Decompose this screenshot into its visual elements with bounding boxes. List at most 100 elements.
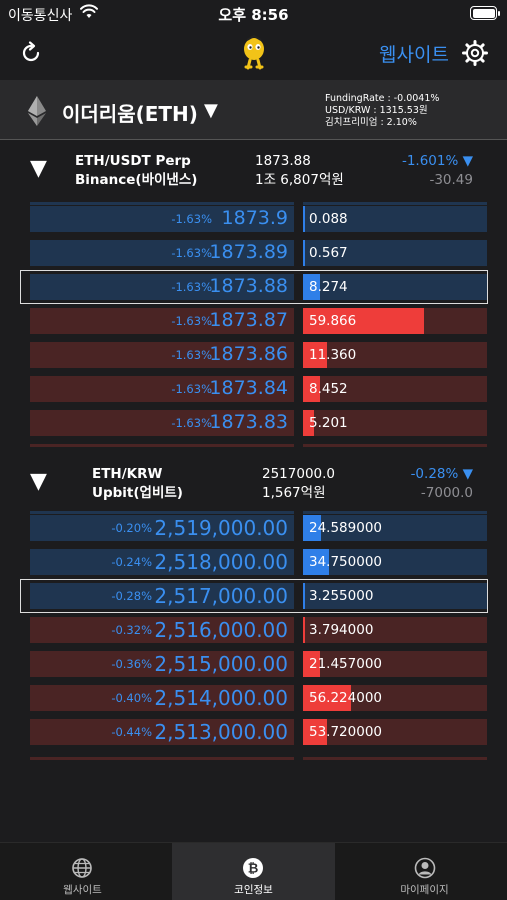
volume-bar: [303, 206, 305, 232]
price-cell: -0.28% 2,517,000.00: [30, 583, 294, 609]
row-rate: -1.63%: [171, 314, 212, 328]
row-quantity: 53.720000: [309, 724, 383, 740]
orderbook-row-ask[interactable]: -0.32% 2,516,000.00 3.794000: [0, 613, 507, 647]
orderbook-row-ask[interactable]: -0.44% 2,513,000.00 53.720000: [0, 715, 507, 749]
coin-info: FundingRate : -0.0041% USD/KRW : 1315.53…: [325, 93, 439, 129]
row-rate: -1.63%: [171, 416, 212, 430]
quantity-cell: 3.255000: [303, 583, 487, 609]
tab-coin-info[interactable]: ₿ 코인정보: [172, 843, 335, 900]
orderbook-row-ask[interactable]: -1.63% 1873.86 11.360: [0, 338, 507, 372]
market-header[interactable]: ▼ ETH/KRW Upbit(업비트) 2517000.0 1,567억원 -…: [0, 455, 507, 511]
clock: 오후 8:56: [218, 6, 289, 24]
volume-bar: [303, 308, 425, 334]
row-quantity: 5.201: [309, 415, 348, 431]
market-price-block: 2517000.0 1,567억원: [262, 465, 335, 503]
row-price: 1873.84: [209, 377, 288, 399]
row-price: 2,518,000.00: [154, 550, 288, 574]
row-price: 2,514,000.00: [154, 686, 288, 710]
orderbook-row-current[interactable]: -1.63% 1873.88 8.274: [0, 270, 507, 304]
price-cell: -1.63% 1873.89: [30, 240, 294, 266]
website-link[interactable]: 웹사이트: [379, 44, 449, 66]
orderbook-row-ask[interactable]: -0.36% 2,515,000.00 21.457000: [0, 647, 507, 681]
volume-bar: [303, 583, 305, 609]
row-price: 2,513,000.00: [154, 720, 288, 744]
volume-bar: [303, 515, 322, 541]
row-quantity: 0.567: [309, 245, 348, 261]
change-amount: -30.49: [429, 172, 473, 188]
battery-icon: [470, 6, 500, 20]
orderbook-row-bid[interactable]: -0.24% 2,518,000.00 34.750000: [0, 545, 507, 579]
volume-bar: [303, 685, 351, 711]
gear-icon[interactable]: [461, 39, 489, 67]
orderbook-row-ask[interactable]: -1.63% 1873.84 8.452: [0, 372, 507, 406]
quantity-cell: 8.452: [303, 376, 487, 402]
coin-selector[interactable]: 이더리움(ETH) ▼ FundingRate : -0.0041% USD/K…: [0, 80, 507, 140]
volume-bar: [303, 719, 327, 745]
orderbook-row-bid[interactable]: -1.63% 1873.89 0.567: [0, 236, 507, 270]
refresh-icon[interactable]: [18, 40, 44, 66]
orderbook-row-bid[interactable]: -1.63% 1873.9 0.088: [0, 202, 507, 236]
current-price-highlight: [20, 270, 488, 304]
price-change: -1.601% ▼ -30.49: [402, 152, 473, 190]
row-rate: -0.20%: [111, 521, 152, 535]
ethereum-icon: [28, 96, 46, 126]
price-cell: -0.44% 2,513,000.00: [30, 719, 294, 745]
row-rate: -1.63%: [171, 212, 212, 226]
quantity-cell: 3.794000: [303, 617, 487, 643]
price-cell: -0.40% 2,514,000.00: [30, 685, 294, 711]
quantity-cell: 21.457000: [303, 651, 487, 677]
orderbook-row-ask[interactable]: -1.63% 1873.87 59.866: [0, 304, 507, 338]
volume-bar: [303, 617, 305, 643]
price-cell: -1.63% 1873.83: [30, 410, 294, 436]
tab-label: 웹사이트: [63, 884, 102, 896]
quantity-cell: 56.224000: [303, 685, 487, 711]
nav-bar: 웹사이트: [0, 28, 507, 80]
row-quantity: 59.866: [309, 313, 357, 329]
current-price: 2517000.0: [262, 466, 336, 482]
orderbook-row-bid[interactable]: -0.20% 2,519,000.00 24.589000: [0, 511, 507, 545]
row-rate: -0.44%: [111, 725, 152, 739]
pair-name: ETH/KRW: [92, 466, 163, 482]
profile-icon: [414, 857, 436, 879]
row-price: 1873.86: [209, 343, 288, 365]
price-cell: -1.63% 1873.87: [30, 308, 294, 334]
current-price: 1873.88: [255, 153, 311, 169]
tab-website[interactable]: 웹사이트: [0, 843, 165, 900]
quantity-cell: 0.088: [303, 206, 487, 232]
usd-krw-rate: USD/KRW : 1315.53원: [325, 105, 428, 116]
market-pair: ETH/USDT Perp Binance(바이낸스): [75, 152, 197, 190]
volume-bar: [303, 240, 305, 266]
funding-rate: FundingRate : -0.0041%: [325, 93, 440, 104]
row-rate: -0.40%: [111, 691, 152, 705]
row-rate: -0.24%: [111, 555, 152, 569]
row-quantity: 56.224000: [309, 690, 383, 706]
row-quantity: 24.589000: [309, 520, 383, 536]
price-cell: -1.63% 1873.9: [30, 206, 294, 232]
change-percent: -1.601% ▼: [401, 153, 473, 169]
orderbook-rows: -1.63% 1873.9 0.088 -1.63% 1873.89 0.567 -1.63…: [0, 202, 507, 440]
row-price: 2,515,000.00: [154, 652, 288, 676]
app-logo-icon: [244, 34, 264, 70]
orderbook-row-current[interactable]: -0.28% 2,517,000.00 3.255000: [0, 579, 507, 613]
quantity-cell: 24.589000: [303, 515, 487, 541]
collapse-icon[interactable]: ▼: [30, 156, 47, 181]
row-price: 1873.83: [209, 411, 288, 433]
market-header[interactable]: ▼ ETH/USDT Perp Binance(바이낸스) 1873.88 1조…: [0, 142, 507, 198]
tab-my-page[interactable]: 마이페이지: [342, 843, 507, 900]
quantity-cell: 8.274: [303, 274, 487, 300]
tab-label: 마이페이지: [400, 884, 449, 896]
price-cell: -1.63% 1873.88: [30, 274, 294, 300]
quantity-cell: 5.201: [303, 410, 487, 436]
change-amount: -7000.0: [420, 485, 473, 501]
carrier-label: 이동통신사: [8, 8, 73, 24]
volume-bar: [303, 274, 320, 300]
orderbook-row-ask[interactable]: -1.63% 1873.83 5.201: [0, 406, 507, 440]
row-quantity: 11.360: [309, 347, 357, 363]
row-quantity: 3.255000: [309, 588, 374, 604]
orderbook-row-ask[interactable]: -0.40% 2,514,000.00 56.224000: [0, 681, 507, 715]
row-quantity: 34.750000: [309, 554, 383, 570]
collapse-icon[interactable]: ▼: [30, 469, 47, 494]
row-price: 1873.9: [221, 207, 288, 229]
row-rate: -1.63%: [171, 246, 212, 260]
coin-dropdown-icon[interactable]: ▼: [204, 100, 218, 121]
